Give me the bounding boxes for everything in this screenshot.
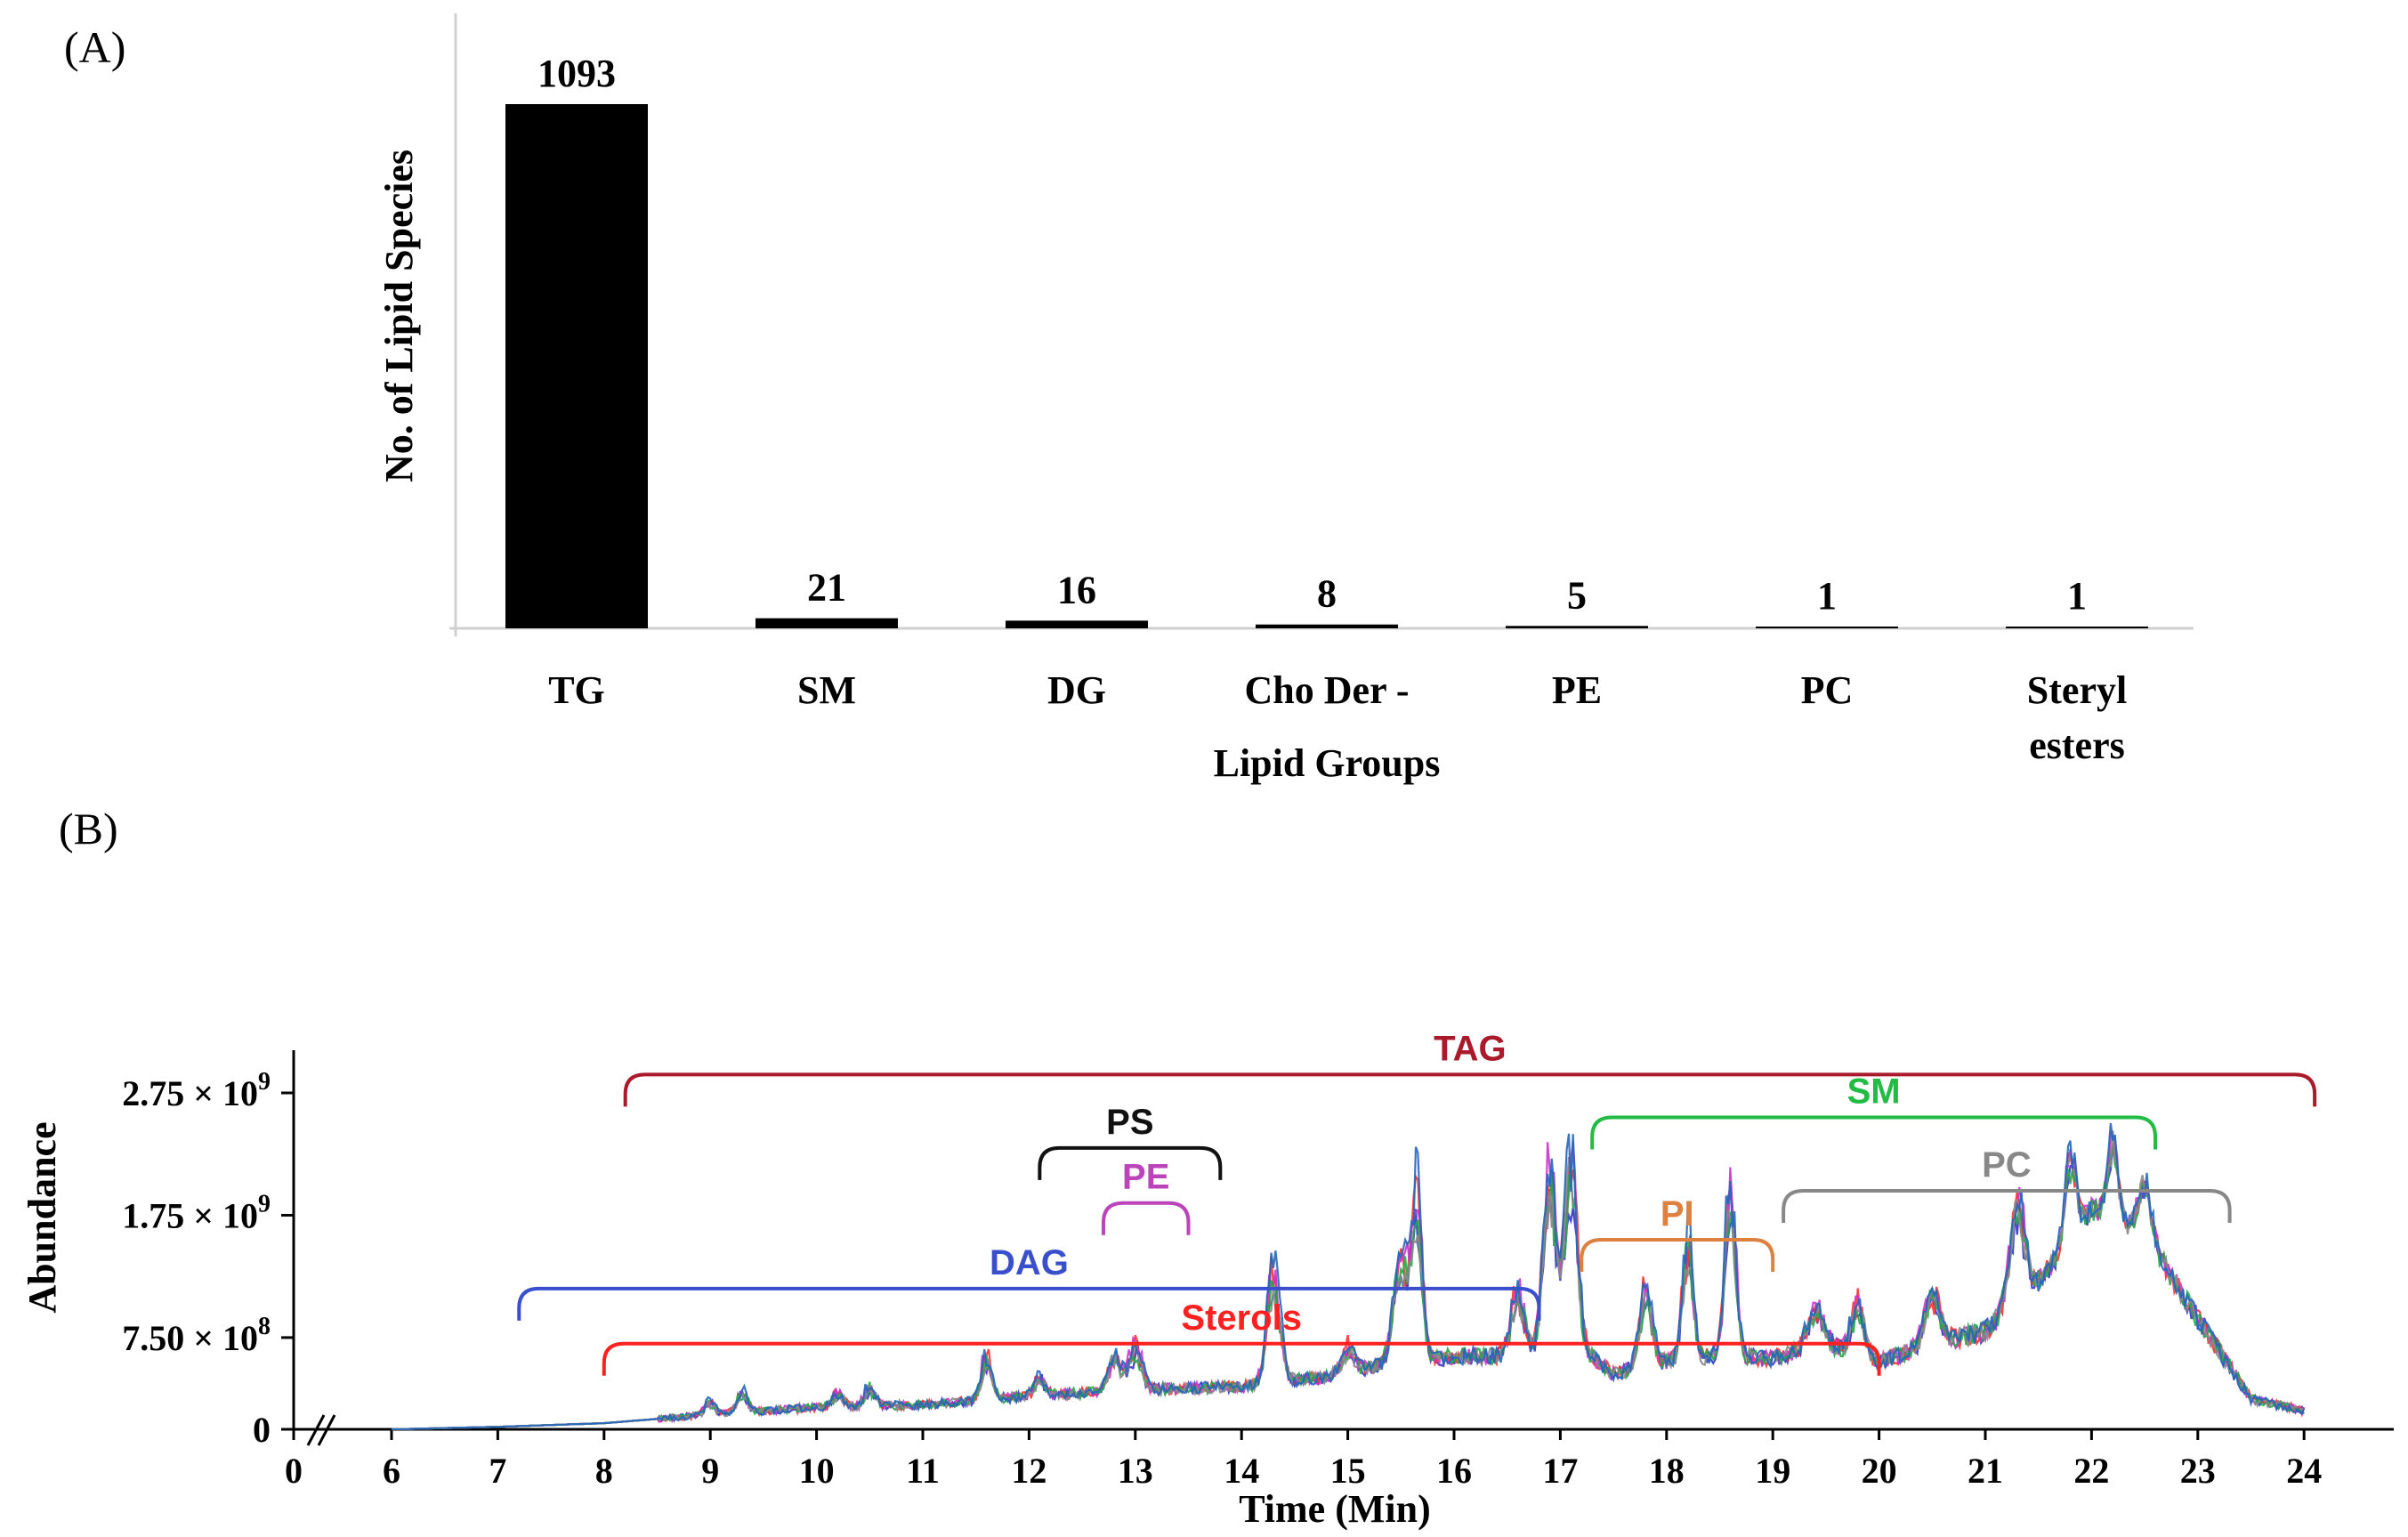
panel-b: (B) Abundance Time (Min) 0 7.50 × 108 1.75… (20, 804, 2394, 1531)
bar-data-label: 1 (2067, 574, 2087, 618)
bracket-sterols (602, 1341, 1881, 1376)
bracket-label-ps: PS (1106, 1103, 1153, 1142)
panel-b-x-ticks: 0 6 7 8 9 10 11 12 13 14 15 16 17 18 19 20 21 22 23 24 (285, 1429, 2322, 1491)
x-tick-label: 17 (1542, 1451, 1578, 1491)
category-label: Cho Der - (1245, 668, 1410, 712)
bracket-label-pe: PE (1122, 1158, 1169, 1197)
x-tick-label: 0 (285, 1451, 303, 1491)
category-label: esters (2029, 724, 2125, 767)
panel-b-series (391, 1122, 2306, 1431)
bracket-label-sterols: Sterols (1181, 1298, 1302, 1338)
x-tick-label: 19 (1755, 1451, 1790, 1491)
bar (2006, 627, 2148, 628)
bar (1506, 626, 1648, 628)
bracket-label-pc: PC (1982, 1145, 2032, 1185)
x-tick-label: 6 (383, 1451, 400, 1491)
bar (1256, 624, 1398, 628)
bar-data-label: 8 (1317, 572, 1337, 616)
panel-b-y-axis-label: Abundance (20, 1121, 64, 1313)
panel-b-y-ticks: 0 7.50 × 108 1.75 × 109 2.75 × 109 (122, 1068, 294, 1450)
bracket-label-dag: DAG (990, 1243, 1069, 1282)
series-line-replicate-5 (391, 1130, 2305, 1431)
category-label: SM (797, 668, 856, 712)
category-label: PC (1801, 668, 1854, 712)
bar-data-label: 21 (807, 566, 846, 610)
category-label: PE (1552, 668, 1602, 712)
axis-break-mark (306, 1414, 336, 1446)
panel-a-label: (A) (64, 22, 125, 72)
x-tick-label: 9 (701, 1451, 719, 1491)
panel-a-category-labels: TG SM DG Cho Der - PE PC Steryl esters Lipid Gro… (548, 668, 2127, 785)
x-tick-label: 20 (1862, 1451, 1897, 1491)
x-tick-label: 15 (1330, 1451, 1366, 1491)
bracket-dag (517, 1286, 1541, 1321)
bar (1006, 620, 1148, 628)
y-tick-label: 7.50 × 108 (122, 1313, 271, 1358)
bar (505, 104, 648, 628)
x-tick-label: 8 (595, 1451, 613, 1491)
bracket-pe (1101, 1201, 1191, 1235)
panel-a-y-axis-label: No. of Lipid Species (377, 150, 421, 482)
bar (1756, 627, 1898, 628)
category-label: Steryl (2027, 668, 2127, 712)
bracket-pi (1580, 1237, 1775, 1272)
panel-a: (A) No. of Lipid Species 1093 21 16 8 5 1 1 TG… (64, 13, 2194, 785)
bracket-pc (1782, 1188, 2232, 1223)
bracket-label-tag: TAG (1434, 1029, 1506, 1068)
y-tick-label: 1.75 × 109 (122, 1190, 271, 1235)
x-tick-label: 13 (1118, 1451, 1153, 1491)
bracket-label-pi: PI (1661, 1194, 1694, 1234)
panel-b-label: (B) (59, 804, 118, 853)
x-tick-label: 12 (1011, 1451, 1046, 1491)
panel-a-bars (505, 104, 2148, 628)
bracket-tag (623, 1072, 2317, 1107)
bar-data-label: 16 (1057, 568, 1096, 611)
bar-data-label: 5 (1567, 573, 1587, 617)
bar-data-label: 1 (1817, 574, 1837, 618)
x-tick-label: 10 (799, 1451, 835, 1491)
x-tick-label: 14 (1224, 1451, 1259, 1491)
category-label: TG (548, 668, 605, 712)
y-tick-label: 2.75 × 109 (122, 1068, 271, 1113)
x-tick-label: 22 (2073, 1451, 2109, 1491)
x-tick-label: 16 (1436, 1451, 1472, 1491)
series-line-replicate-3 (391, 1131, 2306, 1431)
x-tick-label: 7 (489, 1451, 506, 1491)
x-tick-label: 18 (1649, 1451, 1685, 1491)
y-tick-label: 0 (253, 1410, 271, 1450)
panel-b-brackets: TAG PS PE DAG Sterols SM PI PC (517, 1029, 2317, 1376)
x-tick-label: 24 (2286, 1451, 2322, 1491)
panel-a-data-labels: 1093 21 16 8 5 1 1 (537, 52, 2087, 618)
panel-b-x-axis-label: Time (Min) (1239, 1487, 1431, 1531)
category-label: DG (1047, 668, 1106, 712)
x-tick-label: 21 (1968, 1451, 2003, 1491)
panel-a-x-axis-label: Lipid Groups (1214, 741, 1441, 785)
x-tick-label: 11 (906, 1451, 940, 1491)
x-tick-label: 23 (2180, 1451, 2216, 1491)
bracket-label-sm: SM (1847, 1072, 1901, 1111)
bracket-sm (1590, 1115, 2158, 1150)
bracket-ps (1038, 1145, 1223, 1180)
bar-data-label: 1093 (537, 52, 616, 95)
series-line-replicate-6 (391, 1122, 2306, 1431)
bar (756, 618, 898, 628)
